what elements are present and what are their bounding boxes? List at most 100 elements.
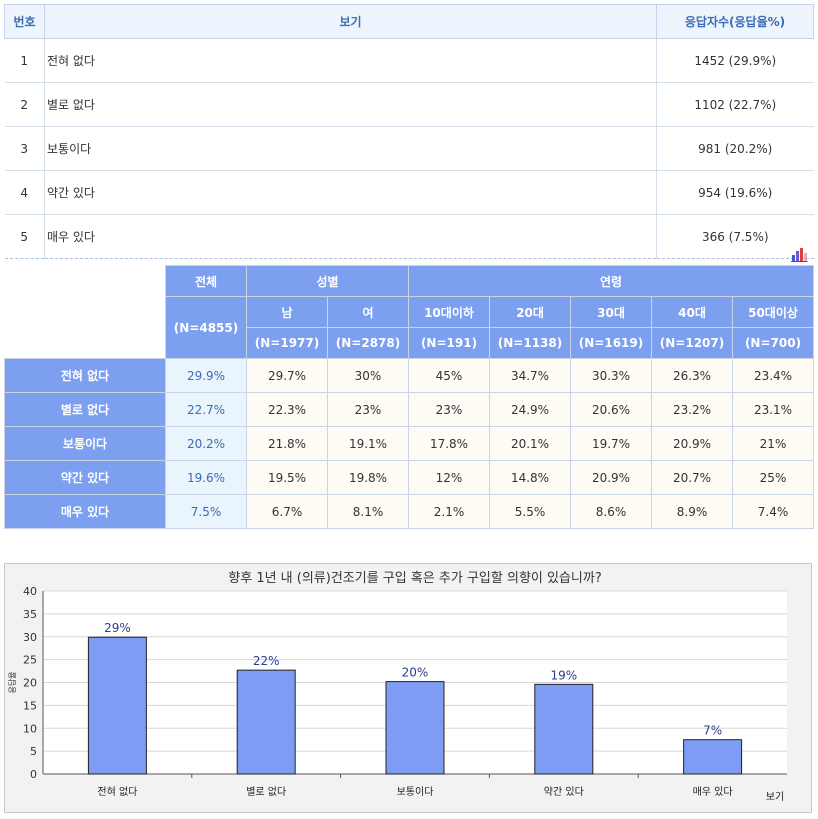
n-age-40s: (N=1207) xyxy=(651,327,733,359)
cell-value: 19.8% xyxy=(327,460,409,495)
cell-value: 20.6% xyxy=(570,392,652,427)
response-table-header: 번호 보기 응답자수(응답율%) xyxy=(4,4,814,39)
y-axis-label: 응답율 xyxy=(7,671,17,693)
table-row: 전혀 없다 29.9% 29.7% 30% 45% 34.7% 30.3% 26.3% 23.4… xyxy=(4,358,815,393)
bar xyxy=(683,739,743,775)
table-row: 2 별로 없다 1102 (22.7%) xyxy=(4,82,814,127)
cell-value: 23% xyxy=(408,392,490,427)
row-label: 보통이다 xyxy=(4,426,166,461)
cell-value: 19.7% xyxy=(570,426,652,461)
table-row: 매우 있다 7.5% 6.7% 8.1% 2.1% 5.5% 8.6% 8.9% 7.4% xyxy=(4,494,815,529)
y-tick-label: 5 xyxy=(30,745,37,758)
x-tick-label: 별로 없다 xyxy=(246,785,286,798)
y-tick-label: 20 xyxy=(23,677,37,690)
data-label: 29% xyxy=(104,621,131,635)
blank-corner xyxy=(4,265,166,359)
y-tick-label: 25 xyxy=(23,654,37,667)
n-age-50s: (N=700) xyxy=(731,327,815,359)
row-option: 별로 없다 xyxy=(44,82,657,127)
cell-value: 5.5% xyxy=(489,494,571,529)
header-gender: 성별 xyxy=(246,265,409,297)
cell-value: 45% xyxy=(408,358,490,393)
cell-value: 23% xyxy=(327,392,409,427)
header-no: 번호 xyxy=(4,4,45,39)
cell-value: 26.3% xyxy=(651,358,733,393)
cross-table: 전체 성별 연령 (N=4855) 남 여 10대이하 20대 30대 40대 … xyxy=(4,265,815,529)
row-number: 4 xyxy=(4,170,45,215)
header-age-40s: 40대 xyxy=(651,296,733,328)
y-tick-label: 35 xyxy=(23,608,37,621)
row-label: 전혀 없다 xyxy=(4,358,166,393)
row-option: 매우 있다 xyxy=(44,214,657,259)
cell-value: 2.1% xyxy=(408,494,490,529)
cell-value: 17.8% xyxy=(408,426,490,461)
header-age-30s: 30대 xyxy=(570,296,652,328)
cell-value: 23.1% xyxy=(731,392,815,427)
table-row: 보통이다 20.2% 21.8% 19.1% 17.8% 20.1% 19.7% 20.9% 2… xyxy=(4,426,815,461)
x-tick-label: 보통이다 xyxy=(397,786,434,798)
bar-chart-svg: 향후 1년 내 (의류)건조기를 구입 혹은 추가 구입할 의향이 있습니까? 0… xyxy=(7,571,787,803)
total-value: 22.7% xyxy=(165,392,247,427)
total-value: 7.5% xyxy=(165,494,247,529)
cell-value: 19.1% xyxy=(327,426,409,461)
row-count: 366 (7.5%) xyxy=(656,214,814,259)
cell-value: 25% xyxy=(731,460,815,495)
table-row: 별로 없다 22.7% 22.3% 23% 23% 24.9% 20.6% 23.2% 23.1… xyxy=(4,392,815,427)
row-number: 1 xyxy=(4,38,45,83)
y-tick-label: 15 xyxy=(23,699,37,712)
x-tick-label: 전혀 없다 xyxy=(97,785,137,798)
cell-value: 34.7% xyxy=(489,358,571,393)
y-tick-label: 10 xyxy=(23,722,37,735)
row-option: 전혀 없다 xyxy=(44,38,657,83)
cell-value: 20.9% xyxy=(570,460,652,495)
cell-value: 22.3% xyxy=(246,392,328,427)
cell-value: 12% xyxy=(408,460,490,495)
cell-value: 24.9% xyxy=(489,392,571,427)
header-total: 전체 xyxy=(165,265,247,297)
bar xyxy=(236,669,296,775)
row-option: 약간 있다 xyxy=(44,170,657,215)
row-number: 3 xyxy=(4,126,45,171)
table-row: 1 전혀 없다 1452 (29.9%) xyxy=(4,38,814,83)
x-tick-label: 약간 있다 xyxy=(544,786,584,798)
n-female: (N=2878) xyxy=(327,327,409,359)
chart-title: 향후 1년 내 (의류)건조기를 구입 혹은 추가 구입할 의향이 있습니까? xyxy=(228,571,601,586)
bar-chart: 향후 1년 내 (의류)건조기를 구입 혹은 추가 구입할 의향이 있습니까? 0… xyxy=(4,563,812,813)
cell-value: 29.7% xyxy=(246,358,328,393)
row-number: 2 xyxy=(4,82,45,127)
header-count: 응답자수(응답율%) xyxy=(656,4,814,39)
cell-value: 23.4% xyxy=(731,358,815,393)
cell-value: 8.6% xyxy=(570,494,652,529)
cell-value: 19.5% xyxy=(246,460,328,495)
x-tick-label: 매우 있다 xyxy=(693,786,733,798)
y-tick-label: 0 xyxy=(30,768,37,781)
n-male: (N=1977) xyxy=(246,327,328,359)
n-age-10s: (N=191) xyxy=(408,327,490,359)
cell-value: 6.7% xyxy=(246,494,328,529)
bar xyxy=(87,636,147,775)
cell-value: 30.3% xyxy=(570,358,652,393)
row-option: 보통이다 xyxy=(44,126,657,171)
header-female: 여 xyxy=(327,296,409,328)
row-count: 1102 (22.7%) xyxy=(656,82,814,127)
header-age-50s: 50대이상 xyxy=(731,296,815,328)
cell-value: 20.9% xyxy=(651,426,733,461)
header-total-n: (N=4855) xyxy=(165,296,247,359)
row-count: 1452 (29.9%) xyxy=(656,38,814,83)
data-label: 19% xyxy=(550,668,577,682)
table-row: 4 약간 있다 954 (19.6%) xyxy=(4,170,814,215)
bar xyxy=(534,683,594,775)
table-row: 3 보통이다 981 (20.2%) xyxy=(4,126,814,171)
header-age: 연령 xyxy=(407,265,815,297)
total-value: 29.9% xyxy=(165,358,247,393)
cell-value: 20.7% xyxy=(651,460,733,495)
bar-chart-icon[interactable] xyxy=(790,246,808,262)
row-label: 약간 있다 xyxy=(4,460,166,495)
cell-value: 21% xyxy=(731,426,815,461)
cell-value: 21.8% xyxy=(246,426,328,461)
cell-value: 23.2% xyxy=(651,392,733,427)
cell-value: 30% xyxy=(327,358,409,393)
data-label: 22% xyxy=(253,654,280,668)
y-tick-label: 40 xyxy=(23,585,37,598)
cell-value: 8.9% xyxy=(651,494,733,529)
